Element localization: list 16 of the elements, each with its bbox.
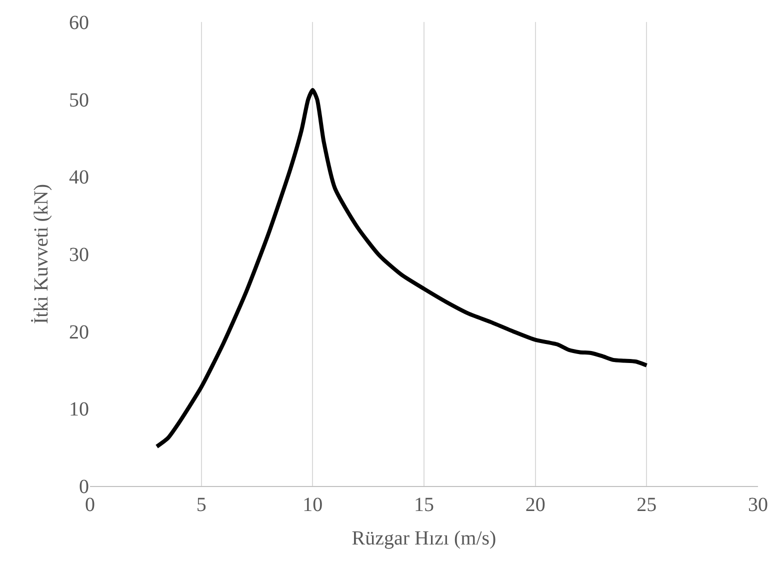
y-tick-label: 30 [69,244,89,266]
x-tick-label: 10 [302,494,323,516]
x-tick-label: 15 [414,494,434,516]
x-axis-title: Rüzgar Hızı (m/s) [352,528,496,550]
y-tick-label: 10 [69,398,89,421]
y-tick-label: 40 [69,166,89,189]
y-tick-label: 60 [69,12,89,34]
x-tick-label: 25 [636,494,657,516]
y-tick-label: 50 [69,89,89,112]
line-series [154,88,649,449]
x-tick-label: 30 [748,494,768,516]
x-tick-label: 20 [525,494,546,516]
y-tick-label: 0 [79,476,89,498]
y-axis-title: İtki Kuvveti (kN) [30,184,52,324]
x-tick-label: 5 [196,494,206,516]
y-tick-label: 20 [69,321,89,344]
